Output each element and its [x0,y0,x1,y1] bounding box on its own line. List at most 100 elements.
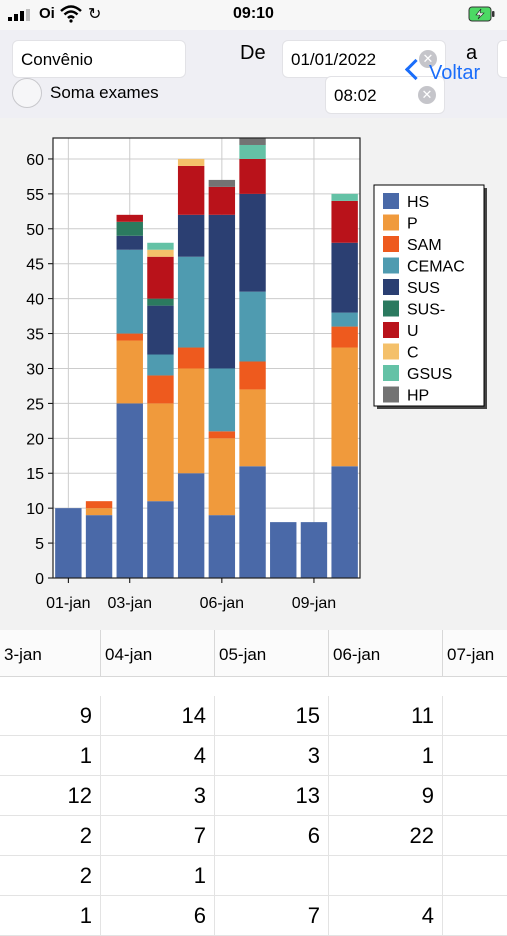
table-cell: 11 [328,696,442,736]
bar-segment-sam [147,375,174,404]
legend-label: C [407,345,419,362]
legend-label: CEMAC [407,259,465,276]
table-cell [442,776,507,816]
legend-label: SAM [407,237,442,254]
legend-label: HS [407,194,429,211]
chart-area: 0 5 10 15 20 25 30 35 40 45 50 55 60 01-jan 03-jan 06-j… [0,118,507,630]
bar-segment-cemac [177,256,205,348]
x-tick-label: 09-jan [292,595,336,612]
bar-segment-hs [177,473,205,578]
bar-segment-hp [208,179,236,187]
y-tick-label: 10 [26,501,44,518]
bar-segment-cemac [239,291,266,362]
bar-segment-c [147,249,174,257]
radio-button[interactable] [12,78,42,108]
clear-time-icon[interactable]: ✕ [418,86,436,104]
battery-charging-icon [468,6,495,22]
legend-label: U [407,323,419,340]
bar-segment-p [85,508,113,516]
back-button[interactable]: Voltar [404,58,481,85]
bar-segment-sus [208,214,236,369]
legend-swatch [383,365,399,381]
status-time: 09:10 [233,5,274,22]
bar-segment-sus [177,214,205,257]
table-cell: 7 [214,896,328,936]
bar-segment-c [177,158,205,166]
bar-segment-p [177,368,205,474]
y-tick-label: 50 [26,222,44,239]
back-label: Voltar [429,62,481,84]
table-cell: 1 [0,736,100,776]
table-cell: 1 [0,896,100,936]
bar-segment-p [208,438,236,516]
table-cell: 4 [100,736,214,776]
carrier-name: Oi [39,5,55,22]
table-cell [442,856,507,896]
bar-segment-hs [331,466,358,578]
bar-segment-u [331,200,358,243]
legend-label: P [407,216,418,233]
bar-segment-sus [147,305,174,355]
bar-segment-hs [239,466,266,578]
legend-label: SUS [407,280,440,297]
bar-segment-p [239,389,266,467]
bar-segment-gsus [147,242,174,250]
legend-swatch [383,214,399,231]
legend-label: HP [407,388,429,405]
table-cell [442,896,507,936]
plot-border [52,137,361,579]
column-header: 05-jan [214,630,328,676]
bar-segment-hs [270,522,297,578]
bar-segment-sus- [116,221,143,236]
bar-segment-sam [177,347,205,369]
soma-exames-label: Soma exames [50,83,159,102]
bar-segment-u [116,214,143,222]
bar-segment-u [208,186,236,215]
y-tick-label: 15 [26,466,44,483]
from-date-field[interactable]: 01/01/2022 ✕ [282,40,446,78]
column-header: 06-jan [328,630,442,676]
legend-swatch [383,386,399,403]
column-header: 04-jan [100,630,214,676]
bar-segment-gsus [239,144,266,159]
data-table[interactable]: 3-jan 04-jan 05-jan 06-jan 07-jan 9 14 15 11 1 4 3… [0,630,507,936]
bar-segment-hs [85,515,113,578]
table-cell: 1 [100,856,214,896]
legend-swatch [383,300,399,317]
stacked-bar-chart: 0 5 10 15 20 25 30 35 40 45 50 55 60 01-jan 03-jan 06-j… [26,137,487,612]
bar-segment-hs [208,515,236,578]
bar-segment-sus- [147,298,174,306]
convenio-field[interactable]: Convênio [12,40,186,78]
bar-segment-cemac [208,368,236,432]
bar-segment-sam [331,326,358,348]
table-cell: 7 [100,816,214,856]
bar-segment-p [116,340,143,404]
bar-segment-hs [116,403,143,578]
table-cell: 3 [100,776,214,816]
bar-segment-gsus [331,193,358,201]
from-time-field[interactable]: 08:02 ✕ [325,76,445,114]
bar-segment-p [331,347,358,467]
from-date-value: 01/01/2022 [291,50,377,69]
from-label: De [240,42,266,64]
table-cell: 6 [214,816,328,856]
x-tick-label: 06-jan [200,595,244,612]
bar-segment-hs [55,508,82,578]
legend-swatch [383,257,399,274]
bar-segment-u [147,256,174,299]
y-tick-label: 20 [26,431,44,448]
table-cell: 1 [328,736,442,776]
table-cell: 12 [0,776,100,816]
bar-segment-cemac [116,249,143,334]
bar-segment-sam [85,501,113,509]
to-date-field[interactable] [497,40,507,78]
clear-date-icon[interactable]: ✕ [419,50,437,68]
bar-segment-hs [147,501,174,578]
filter-bar: Convênio De 01/01/2022 ✕ a 08:02 ✕ Soma … [0,30,507,118]
y-tick-label: 40 [26,292,44,309]
table-cell: 13 [214,776,328,816]
bar-segment-cemac [331,312,358,327]
legend-swatch [383,279,399,295]
legend-swatch [383,193,399,209]
to-label: a [466,42,478,64]
